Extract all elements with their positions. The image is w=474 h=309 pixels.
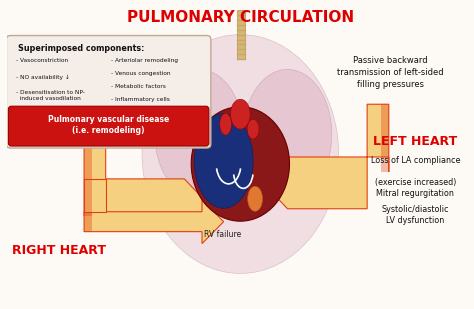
Text: PULMONARY CIRCULATION: PULMONARY CIRCULATION — [127, 10, 354, 25]
Ellipse shape — [155, 70, 243, 199]
Text: Systolic/diastolic
LV dysfunction: Systolic/diastolic LV dysfunction — [382, 205, 449, 225]
Ellipse shape — [243, 70, 332, 199]
Ellipse shape — [248, 186, 263, 211]
Polygon shape — [84, 179, 106, 212]
Polygon shape — [263, 104, 389, 209]
FancyBboxPatch shape — [237, 10, 245, 59]
Text: - NO availability ↓: - NO availability ↓ — [16, 74, 70, 80]
Polygon shape — [84, 200, 224, 243]
FancyBboxPatch shape — [9, 106, 209, 146]
Ellipse shape — [220, 113, 231, 135]
Text: Superimposed components:: Superimposed components: — [18, 44, 145, 53]
Text: LEFT HEART: LEFT HEART — [373, 134, 457, 148]
Ellipse shape — [142, 35, 338, 273]
Text: RIGHT HEART: RIGHT HEART — [11, 244, 106, 257]
Polygon shape — [84, 104, 209, 231]
Text: - Desensitisation to NP-
  induced vasodilation: - Desensitisation to NP- induced vasodil… — [16, 90, 85, 101]
FancyBboxPatch shape — [7, 36, 211, 148]
Polygon shape — [84, 104, 92, 216]
Text: Pulmonary vascular disease
(i.e. remodeling): Pulmonary vascular disease (i.e. remodel… — [48, 115, 169, 135]
FancyBboxPatch shape — [8, 1, 474, 308]
Text: Passive backward
transmission of left-sided
filling pressures: Passive backward transmission of left-si… — [337, 56, 444, 89]
Text: - Inflammatory cells: - Inflammatory cells — [110, 97, 170, 102]
Ellipse shape — [194, 114, 253, 208]
Polygon shape — [381, 104, 389, 172]
Text: RV failure: RV failure — [204, 230, 241, 239]
Ellipse shape — [230, 99, 250, 129]
Polygon shape — [84, 212, 92, 232]
Ellipse shape — [191, 107, 290, 221]
Text: Loss of LA compliance: Loss of LA compliance — [371, 156, 460, 166]
Text: (exercise increased)
Mitral regurgitation: (exercise increased) Mitral regurgitatio… — [374, 178, 456, 198]
Text: - Metabolic factors: - Metabolic factors — [110, 84, 165, 89]
Text: - Venous congestion: - Venous congestion — [110, 71, 170, 76]
Text: - Arteriolar remodeling: - Arteriolar remodeling — [110, 58, 178, 63]
Text: - Vasoconstriction: - Vasoconstriction — [16, 58, 68, 63]
Ellipse shape — [247, 119, 259, 139]
